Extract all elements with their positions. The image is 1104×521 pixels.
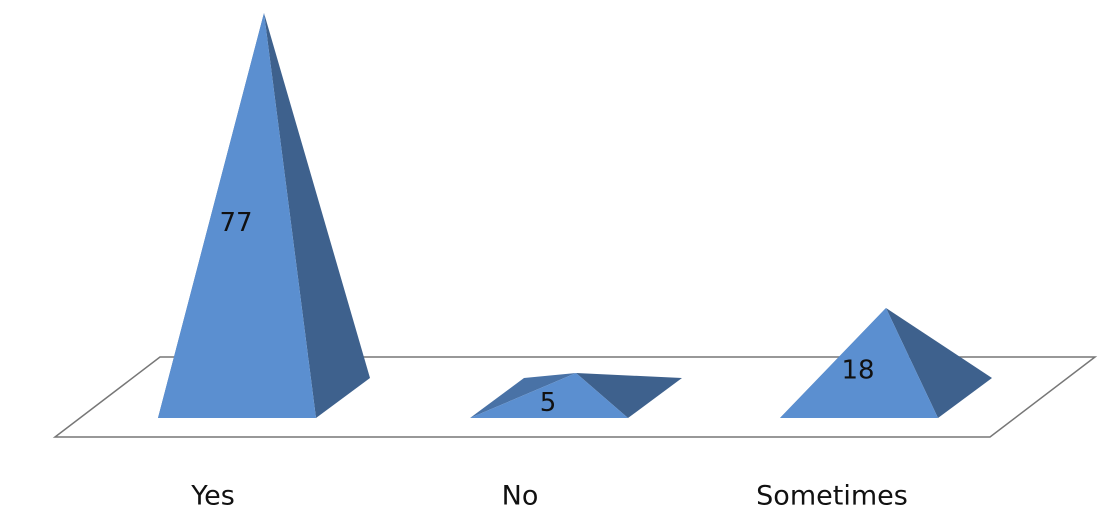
x-tick-label: Yes: [190, 481, 235, 512]
x-tick-label: Sometimes: [756, 481, 908, 512]
pyramid-right-face: [264, 13, 370, 418]
x-tick-label: No: [502, 481, 539, 512]
pyramid: [470, 373, 682, 418]
pyramid: [158, 13, 370, 418]
pyramid-front-face: [470, 373, 628, 418]
pyramid-right-face: [576, 373, 682, 418]
data-label: 5: [540, 388, 557, 418]
pyramid-front-face: [780, 308, 938, 418]
pyramid-right-face: [886, 308, 992, 418]
data-label: 18: [841, 356, 874, 386]
data-label: 77: [219, 208, 252, 238]
pyramid-front-face: [158, 13, 316, 418]
pyramid: [780, 308, 992, 418]
